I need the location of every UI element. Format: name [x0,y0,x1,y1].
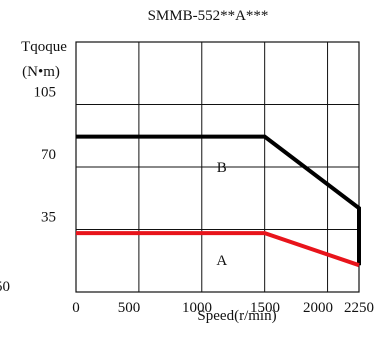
plot-frame [75,41,360,293]
x-tick-label-2000: 2000 [303,300,333,316]
y-tick-label-105: 105 [34,85,57,101]
series-layer [76,134,361,268]
series-line-B [76,134,361,266]
edge-tick-label: 50 [0,279,10,295]
x-tick-label-1500: 1500 [250,300,280,316]
region-label-B: B [217,160,227,176]
region-labels: BA [216,160,227,269]
y-tick-label-70: 70 [41,147,56,163]
y-axis-label-line2: (N•m) [22,64,60,80]
y-axis-label-line1: Tqoque [21,39,67,55]
x-tick-label-0: 0 [72,300,80,316]
x-tick-label-1000: 1000 [182,300,212,316]
grid [76,42,359,292]
x-tick-label-500: 500 [118,300,141,316]
x-tick-label-2250: 2250 [344,300,374,316]
chart-title: SMMB-552**A*** [148,8,269,24]
series-line-A [76,231,360,268]
y-tick-label-35: 35 [41,210,56,226]
x-axis-label: Speed(r/min) [197,308,276,324]
tick-layer: 0 500 1000 1500 2000 2250 105 70 35 [34,85,375,317]
region-label-A: A [216,253,227,269]
